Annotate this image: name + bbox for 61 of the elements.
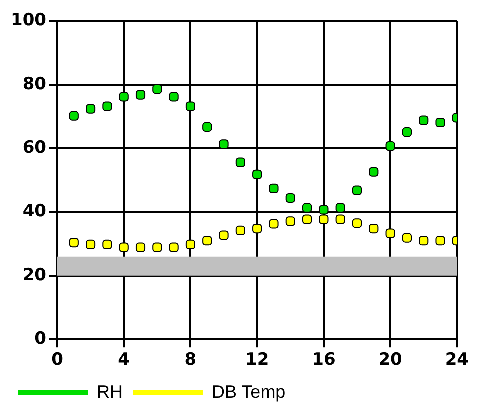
point [169, 92, 179, 102]
point [102, 102, 112, 112]
point [236, 226, 246, 236]
point [286, 193, 296, 204]
y-tick-label: 80 [22, 74, 47, 94]
point [319, 205, 329, 215]
point [419, 236, 429, 246]
point [86, 104, 96, 114]
point [436, 236, 446, 246]
point [186, 102, 196, 112]
x-tick-label: 8 [184, 350, 197, 370]
y-tick-label: 40 [22, 202, 47, 222]
point [402, 128, 412, 138]
point [269, 219, 279, 229]
x-tick-label: 24 [445, 350, 470, 370]
point [402, 233, 412, 243]
point [169, 242, 179, 252]
point [369, 167, 379, 177]
point [86, 240, 96, 250]
point [236, 158, 246, 168]
x-tick-label: 4 [118, 350, 130, 370]
point [436, 118, 446, 128]
x-tick-label: 12 [245, 350, 270, 370]
point [252, 170, 262, 180]
point [336, 203, 346, 213]
point [202, 122, 212, 132]
point [286, 216, 296, 226]
point [369, 224, 379, 234]
legend-label: DB Temp [212, 382, 286, 402]
point [186, 240, 196, 250]
point [219, 140, 229, 150]
point [386, 228, 396, 238]
point [386, 142, 396, 152]
y-tick-label: 0 [34, 329, 47, 350]
point [69, 238, 79, 248]
x-tick-label: 16 [312, 350, 336, 370]
point [302, 214, 312, 224]
point [136, 242, 146, 252]
point [269, 184, 279, 194]
x-tick-label: 20 [378, 350, 403, 370]
y-tick-label: 20 [22, 265, 47, 286]
y-tick-label: 60 [22, 138, 47, 158]
point [336, 214, 346, 224]
point [352, 218, 362, 228]
point [119, 242, 129, 252]
legend-label: RH [97, 382, 123, 402]
point [219, 230, 229, 240]
point [302, 203, 312, 213]
point [119, 92, 129, 102]
point [102, 240, 112, 250]
y-tick-label: 100 [10, 10, 47, 31]
point [136, 90, 146, 100]
point [252, 224, 262, 234]
point [69, 111, 79, 121]
x-tick-label: 0 [52, 350, 64, 370]
point [152, 84, 162, 94]
point [352, 186, 362, 196]
point [419, 116, 429, 126]
point [202, 236, 212, 246]
point [152, 242, 162, 252]
point [319, 214, 329, 224]
